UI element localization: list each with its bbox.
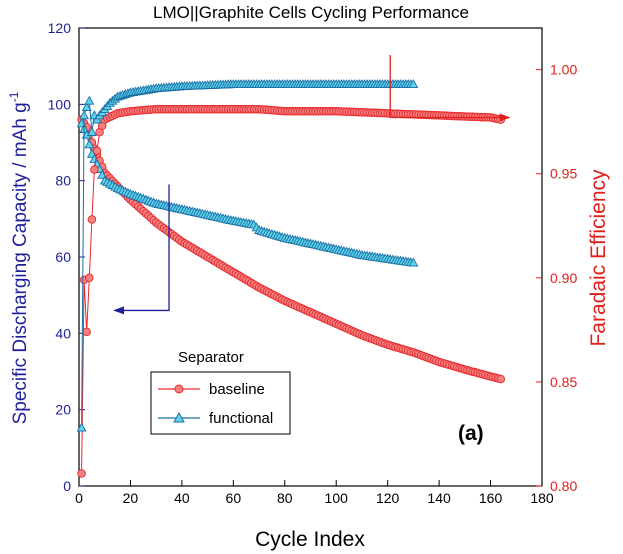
arrow-head-left [113, 306, 125, 315]
series-layer [76, 79, 506, 478]
y-left-tick-label: 0 [63, 478, 71, 494]
y-axis-right: 0.80 0.85 0.90 0.95 1.00 [536, 62, 577, 494]
x-tick-label: 160 [479, 490, 503, 506]
data-point [77, 469, 86, 478]
series-functional-faradaic_efficiency [76, 79, 419, 432]
data-point [84, 95, 95, 105]
legend-baseline-marker [174, 384, 184, 394]
y-right-tick-label: 0.85 [550, 374, 577, 390]
legend-box [150, 371, 291, 435]
x-tick-label: 120 [376, 490, 400, 506]
y-right-tick-label: 1.00 [550, 62, 577, 78]
y-left-tick-label: 20 [55, 402, 71, 418]
x-tick-label: 100 [325, 490, 349, 506]
data-point [408, 79, 419, 89]
legend-baseline-label: baseline [209, 381, 265, 398]
x-axis: 0 20 40 60 80 100 120 140 160 180 [75, 480, 554, 506]
arrow-head-right [499, 113, 511, 122]
data-point [496, 374, 506, 384]
data-point [81, 101, 92, 111]
legend-functional-label: functional [209, 410, 273, 427]
y-right-tick-label: 0.95 [550, 166, 577, 182]
data-point [408, 257, 419, 267]
y-right-tick-label: 0.90 [550, 270, 577, 286]
data-point [90, 165, 99, 174]
plot-frame [78, 27, 543, 487]
panel-label: (a) [458, 422, 484, 445]
x-tick-label: 60 [226, 490, 242, 506]
data-point [92, 146, 102, 156]
series-line [81, 108, 501, 474]
legend-title: Separator [178, 349, 244, 366]
y-axis-left: 0 20 40 60 80 100 120 [48, 20, 85, 494]
x-tick-label: 0 [75, 490, 83, 506]
y-right-tick-label: 0.80 [550, 478, 577, 494]
y-left-tick-label: 80 [55, 173, 71, 189]
x-tick-label: 140 [427, 490, 451, 506]
y-left-tick-label: 100 [48, 96, 72, 112]
y-left-tick-label: 120 [48, 20, 72, 36]
data-point [87, 215, 97, 224]
y-left-tick-label: 60 [55, 249, 71, 265]
series-baseline-faradaic_efficiency [77, 104, 506, 478]
x-tick-label: 80 [277, 490, 293, 506]
y-axis-left-label-sup: -1 [7, 91, 21, 102]
arrow-to-right-axis [389, 55, 509, 119]
data-point [79, 110, 90, 120]
x-tick-label: 180 [530, 490, 554, 506]
y-axis-left-label-text: Specific Discharging Capacity / mAh g [10, 102, 31, 424]
x-tick-label: 20 [123, 490, 139, 506]
x-tick-label: 40 [174, 490, 190, 506]
y-axis-right-label: Faradaic Efficiency [587, 169, 610, 347]
legend-functional-marker [173, 411, 185, 423]
data-point [84, 139, 95, 149]
data-point [86, 126, 97, 136]
series-functional-capacity [76, 118, 419, 267]
chart-title: LMO||Graphite Cells Cycling Performance [153, 3, 469, 22]
legend: Separator baseline functional [150, 349, 291, 435]
data-point [76, 422, 87, 432]
data-point [82, 327, 91, 337]
y-left-tick-label: 40 [55, 325, 71, 341]
series-baseline-capacity [77, 115, 506, 384]
series-line [81, 119, 501, 380]
data-point [85, 273, 94, 283]
x-axis-label: Cycle Index [255, 528, 365, 551]
y-axis-left-label: Specific Discharging Capacity / mAh g-1 [7, 91, 31, 424]
annotation-arrows [113, 55, 511, 315]
arrow-to-left-axis [115, 184, 170, 312]
